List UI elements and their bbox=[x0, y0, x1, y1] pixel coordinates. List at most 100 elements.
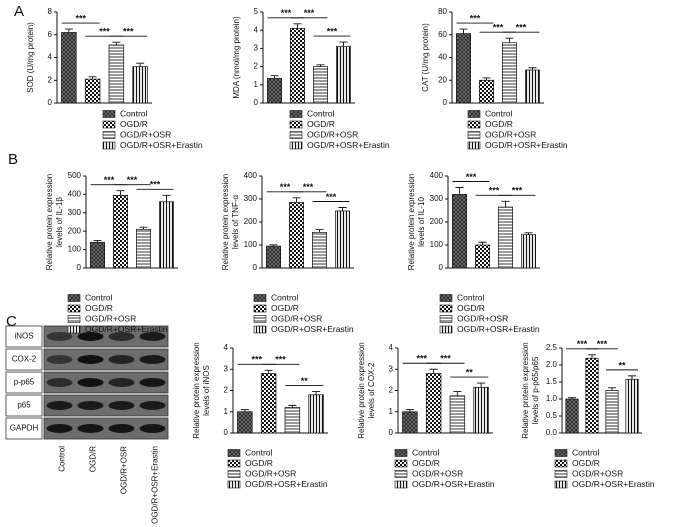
bar bbox=[90, 241, 105, 269]
bar bbox=[521, 234, 536, 269]
legend-swatch bbox=[227, 480, 241, 489]
bar bbox=[585, 357, 599, 434]
legend-swatch bbox=[253, 304, 267, 313]
bar bbox=[452, 194, 467, 269]
blot-band bbox=[77, 332, 104, 341]
error-bar bbox=[568, 397, 576, 399]
legend-swatch bbox=[227, 449, 241, 457]
legend-label: Control bbox=[457, 292, 485, 302]
legend-label: OGD/R bbox=[120, 119, 148, 129]
legend-label: Control bbox=[307, 108, 335, 118]
bar bbox=[113, 194, 128, 269]
error-bar bbox=[112, 41, 121, 45]
y-tick-label: 4 bbox=[389, 343, 394, 352]
sig-label: *** bbox=[326, 192, 337, 202]
legend-swatch bbox=[439, 315, 453, 323]
sig-label: *** bbox=[123, 27, 134, 37]
error-bar bbox=[316, 64, 325, 67]
legend-swatch bbox=[67, 304, 81, 313]
blot-strip bbox=[43, 394, 169, 417]
legend-swatch bbox=[253, 325, 267, 334]
y-tick-label: 0 bbox=[224, 428, 229, 437]
y-tick-label: 2.5 bbox=[546, 343, 558, 352]
sig-label: *** bbox=[470, 13, 481, 23]
legend-label: OGD/R bbox=[457, 303, 485, 313]
bar bbox=[498, 206, 513, 269]
legend-label: OGD/R+OSR bbox=[572, 468, 623, 478]
blot-band bbox=[46, 378, 73, 387]
bar bbox=[336, 46, 351, 104]
blot-row-label: GAPDH bbox=[10, 424, 39, 433]
legend-swatch bbox=[102, 110, 116, 118]
y-axis-label: levels of TNF-α bbox=[231, 194, 240, 249]
bar bbox=[449, 395, 466, 434]
legend-swatch bbox=[67, 325, 81, 334]
bar bbox=[237, 411, 253, 434]
legend-label: Control bbox=[485, 108, 513, 118]
legend-label: OGD/R+OSR+Erastin bbox=[85, 324, 168, 334]
legend-label: OGD/R+OSR bbox=[412, 468, 463, 478]
legend-swatch bbox=[394, 459, 408, 468]
error-bar bbox=[162, 194, 171, 202]
blot-band bbox=[108, 378, 135, 387]
bar bbox=[108, 44, 125, 104]
blot-row-label: p-p65 bbox=[14, 378, 35, 387]
y-tick-label: 400 bbox=[430, 171, 444, 180]
error-bar bbox=[64, 28, 73, 33]
error-bar bbox=[482, 77, 491, 81]
sig-label: *** bbox=[416, 354, 427, 364]
blot-label-box bbox=[5, 325, 43, 348]
blot-strip bbox=[43, 417, 169, 440]
blot-band bbox=[108, 332, 135, 341]
sig-label: *** bbox=[99, 27, 110, 37]
y-tick-label: 300 bbox=[430, 194, 444, 203]
error-bar bbox=[88, 76, 97, 80]
blot-band bbox=[77, 378, 104, 387]
error-bar bbox=[608, 387, 616, 391]
y-tick-label: 100 bbox=[68, 245, 82, 254]
blot-band bbox=[108, 355, 135, 364]
lane-label: OGD/R bbox=[89, 446, 98, 472]
bar bbox=[61, 32, 77, 104]
bar bbox=[132, 66, 148, 104]
blot-band bbox=[46, 424, 73, 433]
y-tick-label: 6 bbox=[48, 30, 53, 39]
legend-swatch bbox=[467, 131, 481, 139]
y-tick-label: 0 bbox=[443, 98, 448, 107]
error-bar bbox=[339, 41, 348, 47]
sig-label: *** bbox=[516, 23, 527, 33]
bar bbox=[290, 28, 305, 104]
legend-label: Control bbox=[120, 108, 148, 118]
y-tick-label: 400 bbox=[68, 190, 82, 199]
bar bbox=[84, 78, 101, 104]
error-bar bbox=[505, 37, 514, 43]
error-bar bbox=[459, 28, 468, 34]
blot-row-label: iNOS bbox=[14, 332, 33, 341]
legend-swatch bbox=[554, 459, 568, 468]
y-tick-label: 4 bbox=[48, 53, 53, 62]
y-tick-label: 1.0 bbox=[546, 394, 558, 403]
bar bbox=[284, 407, 301, 434]
blot-band bbox=[77, 355, 104, 364]
bar bbox=[159, 201, 174, 269]
y-axis-label: levels of iNOS bbox=[202, 365, 211, 416]
legend-swatch bbox=[289, 120, 303, 129]
blot-band bbox=[77, 424, 104, 433]
legend-swatch bbox=[289, 131, 303, 139]
bar bbox=[335, 210, 350, 269]
sig-label: *** bbox=[150, 180, 161, 190]
bar bbox=[260, 373, 277, 434]
legend-label: Control bbox=[412, 447, 440, 457]
y-tick-label: 1.5 bbox=[546, 377, 558, 386]
y-tick-label: 2.0 bbox=[546, 360, 558, 369]
y-tick-label: 20 bbox=[438, 75, 447, 84]
bar bbox=[456, 33, 471, 104]
legend-swatch bbox=[439, 325, 453, 334]
y-tick-label: 3 bbox=[254, 44, 259, 53]
blot-strip bbox=[43, 348, 169, 371]
blot-label-box bbox=[5, 371, 43, 394]
y-axis-label: levels of IL-1β bbox=[55, 197, 64, 247]
y-axis-label: CAT (U/mg protein) bbox=[421, 23, 430, 92]
blot-row-label: p65 bbox=[17, 401, 31, 410]
